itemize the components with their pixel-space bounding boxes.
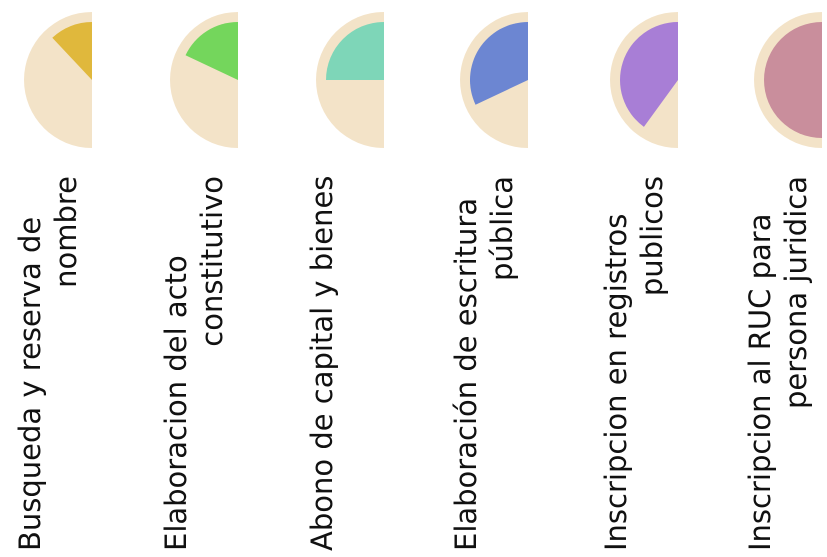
step-4: Elaboración de escritura pública xyxy=(448,0,588,557)
progress-half-disc-icon xyxy=(316,12,384,148)
progress-sector xyxy=(52,22,92,80)
step-1: Busqueda y reserva de nombre xyxy=(12,0,152,557)
step-4-label-line-1: Elaboración de escritura xyxy=(449,197,483,551)
step-4-label-line-2: pública xyxy=(485,176,519,282)
step-1-label: Busqueda y reserva de nombre xyxy=(12,176,112,551)
step-5-label-line-1: Inscripcion en registros xyxy=(599,213,633,551)
progress-sector xyxy=(620,22,678,127)
progress-half-disc-icon xyxy=(24,12,92,148)
step-6-label-line-2: persona juridica xyxy=(779,176,813,409)
step-3: Abono de capital y bienes xyxy=(304,0,444,557)
step-2-label-line-1: Elaboracion del acto xyxy=(159,255,193,551)
step-4-label: Elaboración de escritura pública xyxy=(448,176,548,551)
step-2-label-line-2: constitutivo xyxy=(195,176,229,347)
step-5: Inscripcion en registros publicos xyxy=(598,0,738,557)
step-3-label: Abono de capital y bienes xyxy=(304,176,404,551)
step-6-label: Inscripcion al RUC para persona juridica xyxy=(742,176,827,551)
progress-half-disc-icon xyxy=(460,12,528,148)
progress-half-disc-icon xyxy=(610,12,678,148)
progress-half-disc-icon xyxy=(170,12,238,148)
progress-sector xyxy=(764,22,822,138)
step-5-label: Inscripcion en registros publicos xyxy=(598,176,698,551)
step-5-label-line-2: publicos xyxy=(635,176,669,297)
step-2-label: Elaboracion del acto constitutivo xyxy=(158,176,258,551)
progress-sector xyxy=(185,22,238,80)
progress-sector xyxy=(326,22,384,80)
progress-sector xyxy=(469,22,528,105)
step-2: Elaboracion del acto constitutivo xyxy=(158,0,298,557)
step-1-label-line-1: Busqueda y reserva de xyxy=(13,216,47,551)
step-6-label-line-1: Inscripcion al RUC para xyxy=(743,213,777,551)
progress-half-disc-icon xyxy=(754,12,822,148)
step-1-label-line-2: nombre xyxy=(49,176,83,288)
step-3-label-line-1: Abono de capital y bienes xyxy=(305,175,339,551)
step-6: Inscripcion al RUC para persona juridica xyxy=(742,0,827,557)
